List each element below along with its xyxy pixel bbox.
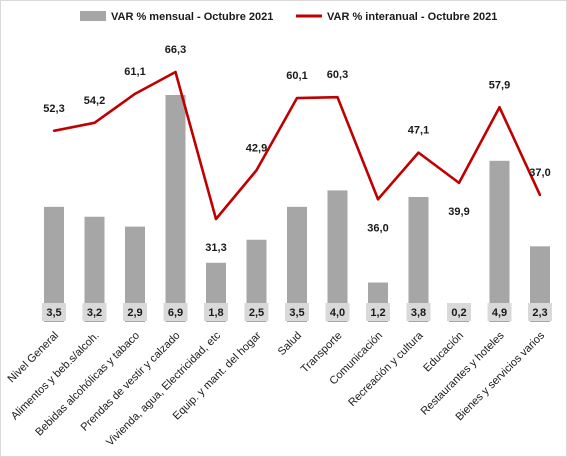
bar-label-box-0 — [42, 303, 66, 321]
line-point-5 — [255, 169, 258, 172]
bar-9 — [408, 196, 429, 322]
bar-value-label-10: 0,2 — [451, 307, 466, 319]
bar-7 — [327, 190, 348, 322]
legend: VAR % mensual - Octubre 2021 VAR % inter… — [80, 11, 497, 23]
bar-label-box-9 — [406, 303, 431, 321]
bar-label-box-4 — [204, 303, 228, 321]
line-value-label-10: 39,9 — [448, 206, 469, 218]
line-value-label-5: 42,9 — [246, 142, 267, 154]
line-point-12 — [538, 193, 542, 197]
line-point-6 — [295, 96, 299, 100]
line-value-label-2: 61,1 — [124, 66, 145, 78]
category-label-6: Salud — [276, 330, 304, 358]
line-layer: 52,3 54,2 61,1 66,3 31,3 42,9 60,1 60,3 36,0 47,1… — [43, 44, 550, 254]
line-value-label-3: 66,3 — [165, 44, 186, 56]
line-value-label-7: 60,3 — [327, 69, 348, 81]
line-value-label-9: 47,1 — [408, 125, 429, 137]
line-value-label-6: 60,1 — [286, 70, 307, 82]
line-point-3 — [174, 70, 177, 74]
line-point-4 — [214, 217, 218, 221]
legend-label-yearly: VAR % interanual - Octubre 2021 — [327, 11, 497, 23]
bar-label-box-2 — [123, 303, 147, 321]
legend-label-monthly: VAR % mensual - Octubre 2021 — [111, 11, 273, 23]
bar-value-label-11: 4,9 — [492, 307, 507, 319]
bar-6 — [287, 206, 307, 322]
line-point-8 — [376, 198, 380, 201]
bar-label-box-11 — [487, 303, 512, 321]
line-point-1 — [93, 121, 96, 125]
bar-value-label-5: 2,5 — [249, 307, 264, 319]
bar-label-box-5 — [244, 303, 269, 321]
bar-value-label-9: 3,8 — [411, 307, 426, 319]
bar-label-box-1 — [82, 303, 107, 321]
line-value-label-0: 52,3 — [43, 103, 64, 115]
bar-value-label-12: 2,3 — [532, 307, 547, 319]
bar-value-label-8: 1,2 — [370, 307, 385, 319]
bars-layer: 3,5 3,2 2,9 6,9 1,8 2,5 3,5 4,0 1,2 3,8 0,2 4,9 2,3 — [42, 95, 552, 322]
bar-5 — [246, 239, 267, 322]
bar-11 — [489, 160, 510, 322]
bar-value-label-7: 4,0 — [330, 307, 345, 319]
bar-label-box-8 — [366, 303, 390, 321]
line-point-11 — [498, 106, 501, 109]
line-value-label-11: 57,9 — [489, 79, 510, 91]
bar-label-box-3 — [163, 303, 188, 321]
bar-label-box-12 — [528, 303, 552, 321]
line-point-0 — [52, 129, 56, 132]
line-point-10 — [457, 181, 461, 185]
line-point-7 — [336, 96, 339, 99]
bar-2 — [125, 226, 145, 322]
yearly-line — [53, 70, 542, 221]
bar-0 — [44, 206, 64, 322]
bar-value-label-4: 1,8 — [208, 307, 223, 319]
line-value-label-12: 37,0 — [529, 167, 550, 179]
bar-label-box-7 — [325, 303, 350, 321]
bar-value-label-0: 3,5 — [46, 307, 61, 319]
line-value-label-8: 36,0 — [367, 222, 388, 234]
line-point-2 — [133, 92, 137, 96]
bar-value-label-6: 3,5 — [289, 307, 304, 319]
bar-value-label-1: 3,2 — [87, 307, 102, 319]
bar-1 — [84, 216, 105, 322]
bar-label-box-10 — [447, 303, 471, 321]
legend-swatch-monthly — [80, 11, 106, 21]
bar-label-box-6 — [285, 303, 309, 321]
bar-3 — [165, 95, 186, 322]
bar-value-label-3: 6,9 — [168, 307, 183, 319]
line-value-label-4: 31,3 — [205, 242, 226, 254]
line-value-label-1: 54,2 — [84, 95, 105, 107]
line-point-9 — [417, 151, 420, 154]
bar-value-label-2: 2,9 — [127, 307, 142, 319]
category-label-9: Recreación y cultura — [346, 329, 426, 409]
